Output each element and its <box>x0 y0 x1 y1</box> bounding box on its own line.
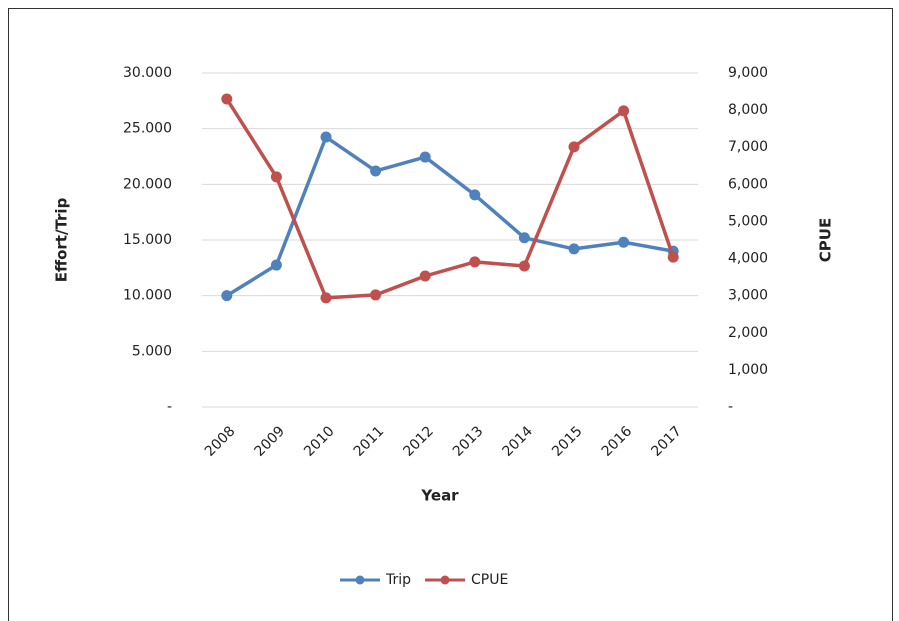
y2-tick-label: 8,000 <box>728 102 768 118</box>
data-point <box>320 292 332 304</box>
data-point <box>221 290 233 302</box>
data-point <box>419 151 431 163</box>
series-line <box>225 98 675 300</box>
legend-marker <box>440 575 450 585</box>
y-tick-label: 30.000 <box>123 65 172 81</box>
y2-tick-label: 1,000 <box>728 362 768 378</box>
data-point <box>618 105 630 117</box>
data-point <box>618 236 630 248</box>
data-point <box>370 165 382 177</box>
data-point <box>419 270 431 282</box>
y-tick-label: 10.000 <box>123 288 172 304</box>
data-point <box>518 260 530 272</box>
y-tick-label: 20.000 <box>123 176 172 192</box>
y2-tick-label: 4,000 <box>728 251 768 267</box>
y2-tick-label: 2,000 <box>728 325 768 341</box>
frame <box>8 8 893 621</box>
data-point <box>568 243 580 255</box>
data-point <box>568 141 580 153</box>
y-tick-label: 5.000 <box>132 343 172 359</box>
y2-tick-label: 5,000 <box>728 213 768 229</box>
y-tick-label: 25.000 <box>123 121 172 137</box>
y2-tick-label: 6,000 <box>728 176 768 192</box>
data-point <box>469 256 481 268</box>
data-point <box>270 171 282 183</box>
legend-marker <box>355 575 365 585</box>
y-axis-title: Effort/Trip <box>53 197 71 282</box>
data-point <box>667 251 679 263</box>
y2-axis-title: CPUE <box>817 218 835 262</box>
legend-label: CPUE <box>471 572 508 588</box>
data-point <box>270 259 282 271</box>
y-tick-label: 15.000 <box>123 232 172 248</box>
data-point <box>469 189 481 201</box>
data-point <box>370 289 382 301</box>
y2-tick-label: 3,000 <box>728 288 768 304</box>
data-point <box>518 232 530 244</box>
y2-tick-label: 9,000 <box>728 65 768 81</box>
data-point <box>320 131 332 143</box>
y2-tick-label: 7,000 <box>728 139 768 155</box>
series-line <box>225 135 674 298</box>
data-point <box>221 93 233 105</box>
y2-tick-label: - <box>728 399 733 415</box>
y-tick-label: - <box>167 399 172 415</box>
x-axis-title: Year <box>420 487 459 505</box>
legend-label: Trip <box>385 572 411 588</box>
